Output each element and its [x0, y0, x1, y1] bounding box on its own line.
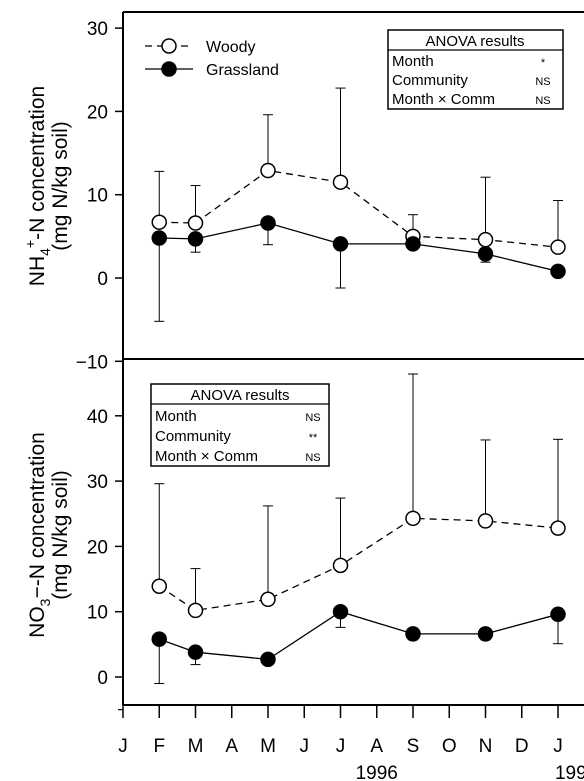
y-tick-label: 30 [87, 472, 108, 493]
y-tick-label: 20 [87, 102, 108, 123]
anova-row-label: Month × Comm [155, 448, 258, 465]
x-tick-label: M [188, 736, 204, 757]
data-point-grassland [477, 246, 494, 262]
legend-grassland-label: Grassland [206, 62, 279, 79]
data-point-woody [151, 578, 167, 594]
data-point-woody [550, 520, 566, 536]
data-point-woody [332, 557, 349, 574]
data-point-grassland [477, 626, 494, 642]
series-line-grassland [159, 610, 559, 661]
anova-row-label: Community [392, 72, 468, 89]
anova-box-frame [150, 383, 330, 467]
x-axis: JFMAMJJASONDJF19961997 [118, 705, 584, 781]
anova-row-sig: NS [535, 76, 550, 88]
data-point-woody [260, 162, 276, 179]
x-tick-label: D [515, 736, 529, 757]
y-tick-label: 20 [87, 537, 108, 558]
series-line-woody [159, 169, 559, 248]
data-point-woody [477, 231, 494, 248]
x-tick-label: J [336, 736, 346, 757]
x-tick-label: M [260, 736, 276, 757]
data-point-grassland [550, 263, 566, 280]
x-tick-label: O [442, 736, 457, 757]
top-panel: −10 0 10 20 30 [76, 19, 566, 373]
data-point-grassland [151, 230, 167, 246]
data-point-woody [187, 602, 204, 619]
y-tick-label: −10 [76, 352, 108, 373]
anova-row-label: Community [155, 428, 231, 445]
anova-row-sig: NS [535, 95, 550, 107]
legend: Woody Grassland [145, 38, 279, 79]
y-tick-label: 40 [87, 407, 108, 428]
data-point-grassland [187, 231, 204, 247]
anova-row-sig: NS [305, 412, 320, 424]
data-point-woody [151, 214, 167, 230]
data-point-grassland [260, 651, 276, 668]
x-tick-label: J [553, 736, 563, 757]
x-year-label: 1997 [555, 763, 584, 781]
data-point-grassland [405, 626, 421, 642]
y-tick-label: 0 [97, 269, 108, 290]
x-tick-label: J [300, 736, 310, 757]
anova-row-sig: ** [309, 432, 318, 444]
legend-woody-marker [161, 38, 177, 54]
y-axis-label-top: NH4+-N concentration [22, 86, 53, 286]
data-point-woody [260, 591, 276, 608]
anova-box-frame [387, 29, 564, 110]
y-tick-label: 30 [87, 19, 108, 40]
x-tick-label: A [225, 736, 238, 757]
anova-row-label: Month [155, 408, 197, 425]
anova-box-top: ANOVA results Month * Community NS Month… [387, 29, 564, 110]
data-point-grassland [405, 236, 421, 252]
data-point-grassland [332, 603, 349, 620]
data-point-grassland [187, 644, 204, 660]
data-point-woody [405, 510, 421, 527]
anova-title: ANOVA results [191, 387, 290, 404]
anova-row-label: Month [392, 53, 434, 70]
y-axis-label-bottom-units: (mg N/kg soil) [49, 470, 72, 600]
y-axis-label-top-units: (mg N/kg soil) [49, 121, 72, 251]
anova-row-label: Month × Comm [392, 91, 495, 108]
anova-title: ANOVA results [426, 33, 525, 50]
series-line-grassland [159, 222, 559, 272]
data-point-woody [477, 513, 494, 529]
anova-row-sig: * [541, 57, 546, 69]
data-point-woody [550, 239, 566, 255]
y-tick-label: 10 [87, 186, 108, 207]
bottom-panel: 0 10 20 30 40 [87, 373, 566, 711]
x-year-label: 1996 [356, 763, 398, 781]
x-tick-label: J [118, 736, 128, 757]
x-tick-label: F [153, 736, 165, 757]
anova-box-bottom: ANOVA results Month NS Community ** Mont… [150, 383, 330, 467]
data-point-grassland [260, 215, 276, 231]
data-point-woody [187, 215, 204, 231]
x-tick-label: A [370, 736, 383, 757]
anova-row-sig: NS [305, 452, 320, 464]
y-axis-label-bottom: NO3−-N concentration [26, 432, 53, 638]
legend-woody-label: Woody [206, 39, 256, 56]
y-tick-label: 0 [97, 668, 108, 689]
x-tick-label: N [479, 736, 493, 757]
data-point-grassland [332, 236, 349, 252]
data-point-grassland [151, 631, 167, 647]
data-point-woody [332, 174, 349, 190]
legend-grassland-marker [161, 61, 177, 77]
x-tick-label: S [407, 736, 420, 757]
y-tick-label: 10 [87, 603, 108, 624]
data-point-grassland [550, 606, 566, 623]
series-line-woody [158, 517, 559, 612]
